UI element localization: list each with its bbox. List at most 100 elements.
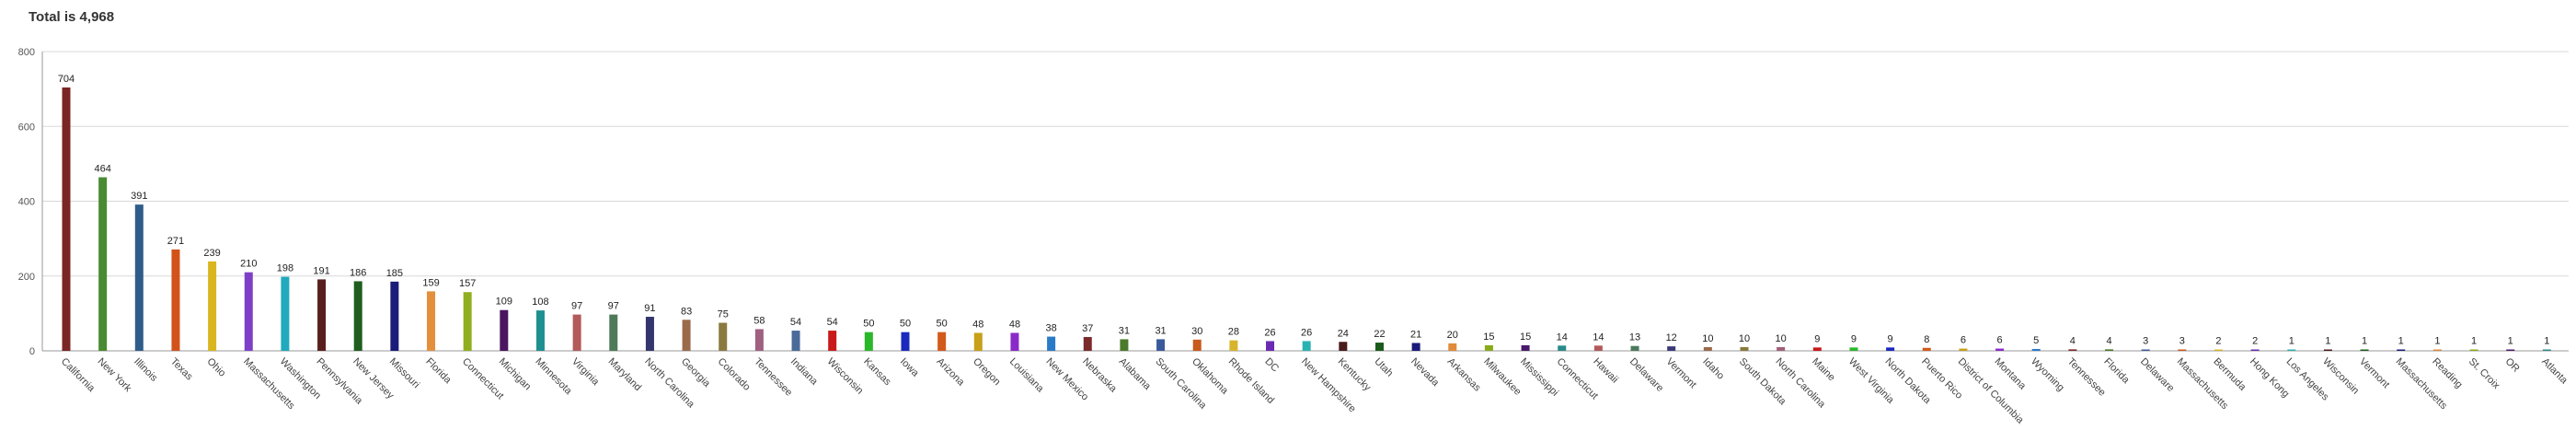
data-label: 28 bbox=[1228, 327, 1239, 338]
data-label: 9 bbox=[1851, 333, 1857, 344]
data-label: 91 bbox=[644, 303, 655, 314]
x-tick-label: Missouri bbox=[387, 356, 421, 390]
data-label: 9 bbox=[1888, 333, 1893, 344]
bar bbox=[244, 272, 253, 351]
data-label: 58 bbox=[753, 315, 765, 326]
bar bbox=[1667, 346, 1676, 351]
bar bbox=[317, 279, 327, 351]
data-label: 1 bbox=[2544, 336, 2549, 347]
bar bbox=[463, 292, 472, 351]
data-label: 97 bbox=[571, 301, 582, 312]
data-label: 1 bbox=[2508, 336, 2513, 347]
x-tick-label: Michigan bbox=[497, 356, 534, 393]
bar bbox=[390, 281, 399, 351]
x-tick-label: Kansas bbox=[861, 356, 893, 389]
x-tick-label: Wisconsin bbox=[825, 356, 866, 397]
bar bbox=[2542, 349, 2551, 351]
bar bbox=[754, 329, 764, 351]
x-tick-label: Vermont bbox=[1664, 356, 1698, 390]
x-tick-label: Maine bbox=[1810, 356, 1837, 384]
data-label: 2 bbox=[2252, 336, 2258, 347]
bar bbox=[2432, 349, 2442, 351]
y-tick-label: 600 bbox=[18, 122, 35, 133]
x-tick-label: Oregon bbox=[971, 356, 1002, 388]
data-label: 185 bbox=[386, 268, 403, 279]
data-label: 97 bbox=[608, 301, 619, 312]
x-tick-label: Arkansas bbox=[1445, 356, 1483, 394]
bar bbox=[901, 332, 910, 351]
chart-title: Total is 4,968 bbox=[29, 9, 115, 25]
x-tick-label: Minnesota bbox=[533, 356, 574, 398]
x-tick-label: Vermont bbox=[2357, 356, 2391, 390]
data-label: 6 bbox=[1997, 335, 2003, 346]
bar bbox=[719, 322, 728, 351]
data-label: 1 bbox=[2398, 336, 2404, 347]
x-tick-label: Hawaii bbox=[1591, 356, 1620, 386]
bar bbox=[1374, 343, 1384, 351]
x-tick-label: Delaware bbox=[2138, 356, 2176, 394]
x-tick-label: Iowa bbox=[898, 356, 922, 380]
bar bbox=[1266, 341, 1275, 351]
data-label: 50 bbox=[863, 319, 874, 330]
bar bbox=[682, 320, 691, 351]
data-label: 31 bbox=[1155, 325, 1166, 336]
data-label: 10 bbox=[1702, 333, 1713, 344]
bar bbox=[1120, 339, 1129, 351]
data-label: 271 bbox=[167, 236, 184, 247]
bar bbox=[1886, 347, 1895, 351]
data-label: 30 bbox=[1191, 326, 1202, 337]
data-label: 14 bbox=[1557, 332, 1568, 343]
data-label: 1 bbox=[2325, 336, 2330, 347]
bar bbox=[1484, 344, 1493, 351]
bar bbox=[2323, 349, 2332, 351]
x-tick-label: Tennessee bbox=[2065, 356, 2108, 399]
bar bbox=[535, 310, 545, 351]
data-label: 50 bbox=[937, 319, 948, 330]
x-tick-label: Georgia bbox=[679, 356, 713, 390]
data-label: 9 bbox=[1814, 333, 1820, 344]
bar bbox=[2360, 349, 2369, 351]
data-label: 24 bbox=[1338, 328, 1349, 339]
data-label: 22 bbox=[1374, 329, 1385, 340]
bar bbox=[281, 276, 290, 351]
bar bbox=[2141, 349, 2150, 351]
x-tick-label: Ohio bbox=[204, 356, 227, 379]
y-tick-label: 800 bbox=[18, 47, 35, 58]
data-label: 391 bbox=[131, 191, 147, 202]
x-tick-label: Mississippi bbox=[1518, 356, 1560, 399]
bar bbox=[427, 291, 436, 351]
bar bbox=[572, 314, 581, 351]
bar bbox=[937, 332, 947, 351]
data-label: 20 bbox=[1447, 330, 1458, 341]
x-tick-label: Colorado bbox=[716, 356, 753, 393]
data-label: 31 bbox=[1119, 325, 1130, 336]
data-label: 109 bbox=[496, 297, 512, 308]
data-label: 3 bbox=[2143, 336, 2148, 347]
bar bbox=[1302, 341, 1311, 351]
data-label: 1 bbox=[2289, 336, 2294, 347]
bar bbox=[1630, 345, 1639, 351]
x-tick-label: Florida bbox=[423, 356, 454, 387]
data-label: 1 bbox=[2362, 336, 2367, 347]
x-tick-label: Tennessee bbox=[752, 356, 794, 399]
bar bbox=[1703, 346, 1712, 351]
x-tick-label: District of Columbia bbox=[1956, 356, 2027, 427]
bar bbox=[864, 332, 873, 351]
data-label: 10 bbox=[1776, 333, 1787, 344]
bar bbox=[1448, 343, 1457, 351]
bar bbox=[98, 177, 108, 351]
x-tick-label: Delaware bbox=[1627, 356, 1665, 394]
x-tick-label: Kentucky bbox=[1336, 356, 1374, 394]
data-label: 210 bbox=[240, 259, 257, 270]
x-tick-label: St. Croix bbox=[2467, 356, 2502, 392]
x-tick-label: OR bbox=[2503, 356, 2522, 375]
x-tick-label: New York bbox=[96, 356, 134, 395]
data-label: 26 bbox=[1264, 327, 1275, 338]
data-label: 159 bbox=[422, 277, 439, 288]
data-label: 10 bbox=[1739, 333, 1750, 344]
data-label: 26 bbox=[1301, 327, 1312, 338]
data-label: 48 bbox=[1009, 320, 1020, 331]
x-tick-label: Milwaukee bbox=[1481, 356, 1523, 398]
x-tick-label: Texas bbox=[168, 356, 195, 383]
